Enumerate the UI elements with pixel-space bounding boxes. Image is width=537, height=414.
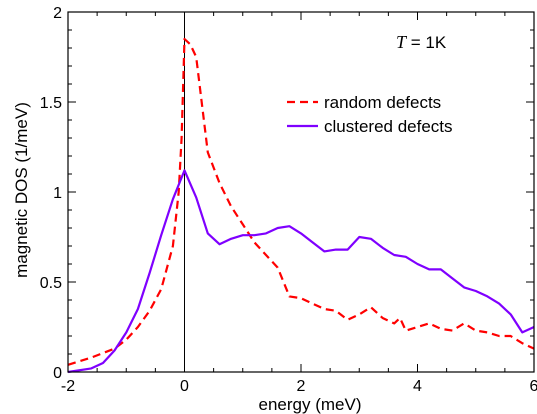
x-tick-label: 2 xyxy=(297,378,306,395)
series-line-clustered-defects xyxy=(67,169,535,374)
y-tick-label: 1 xyxy=(53,185,62,202)
x-tick-label: 0 xyxy=(180,378,189,395)
plot-frame xyxy=(67,11,535,373)
temperature-value: = 1K xyxy=(406,33,447,52)
y-tick-label: 1.5 xyxy=(40,95,62,112)
y-tick-label: 0.5 xyxy=(40,275,62,292)
x-axis-label: energy (meV) xyxy=(259,395,362,414)
y-axis-label: magnetic DOS (1/meV) xyxy=(12,102,31,278)
y-tick-label: 0 xyxy=(53,365,62,382)
temperature-annotation: T = 1K xyxy=(396,32,447,52)
x-tick-label: 6 xyxy=(530,378,537,395)
series-line-random-defects xyxy=(67,37,535,366)
plot-layer xyxy=(67,12,535,374)
tick-layer: -2 0 2 4 600.511.52 xyxy=(40,5,537,395)
legend-label-clustered-defects: clustered defects xyxy=(324,117,453,136)
temperature-symbol: T xyxy=(396,32,408,52)
legend: random defects clustered defects xyxy=(287,93,453,136)
y-tick-label: 2 xyxy=(53,5,62,22)
legend-label-random-defects: random defects xyxy=(324,93,441,112)
x-tick-label: -2 xyxy=(61,378,75,395)
x-tick-label: 4 xyxy=(413,378,422,395)
